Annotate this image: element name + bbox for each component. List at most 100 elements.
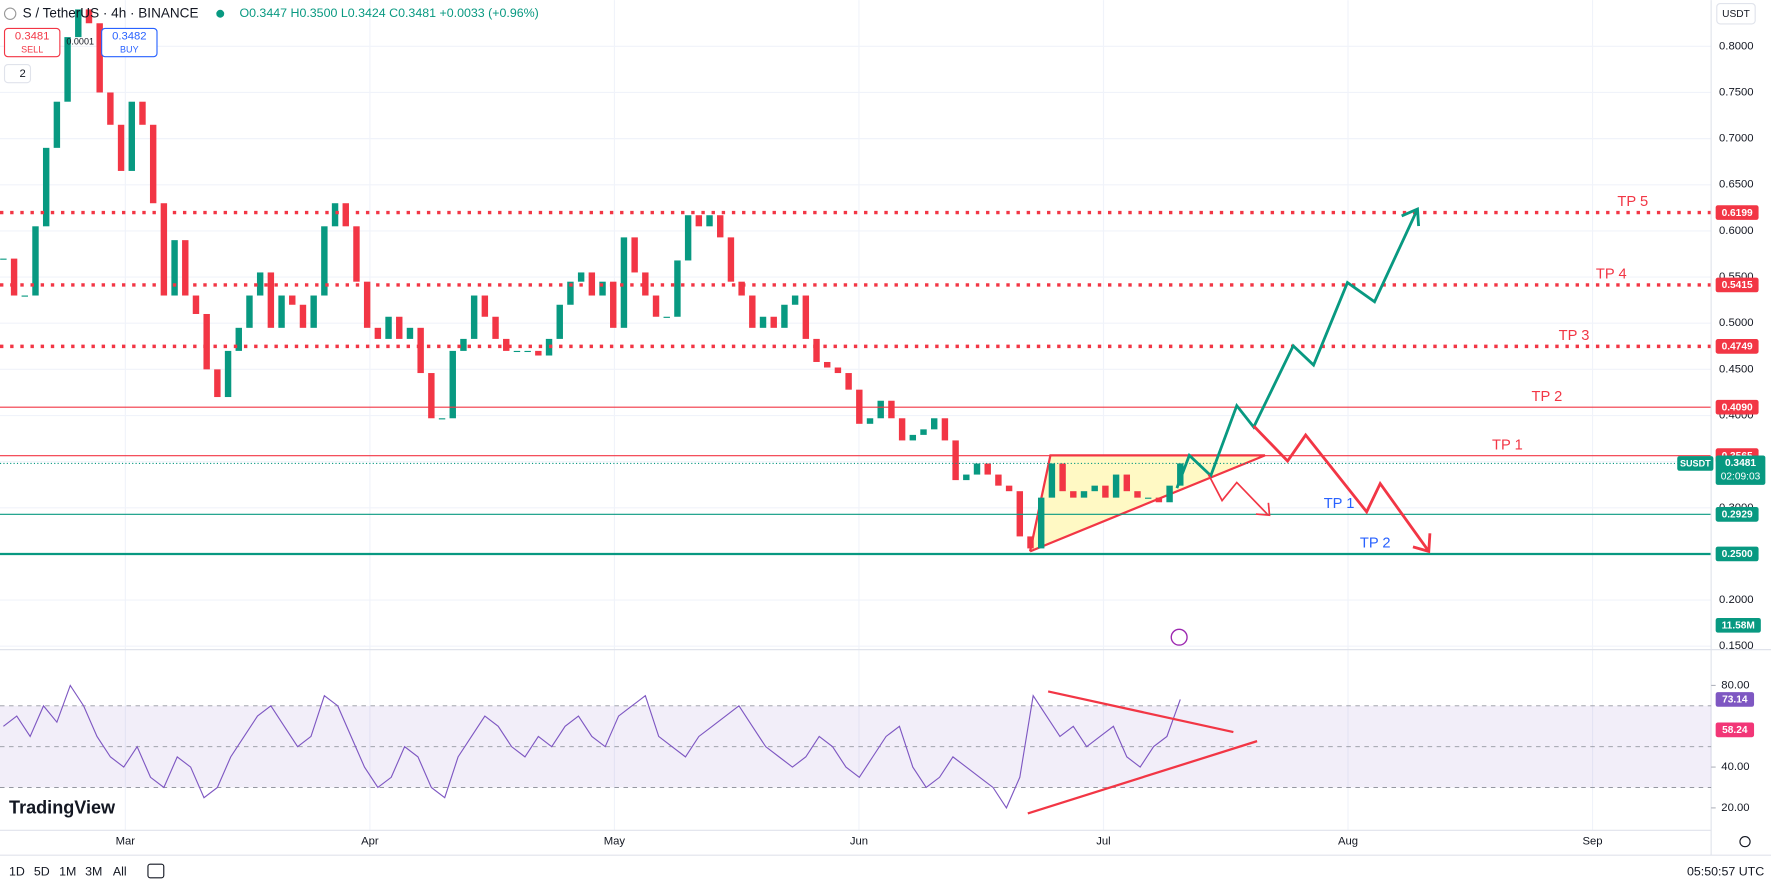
candle (203, 313, 210, 370)
rsi-tick-label: 40.00 (1721, 761, 1749, 773)
candle (278, 295, 285, 328)
candle (449, 350, 456, 419)
x-tick-label: Apr (361, 836, 379, 848)
candle (53, 101, 61, 148)
candle (1080, 491, 1088, 498)
y-tick-label: 0.6000 (1719, 225, 1754, 237)
buy-button[interactable] (101, 27, 158, 58)
candle (845, 373, 852, 390)
level-badge-label: 0.4090 (1722, 402, 1753, 413)
candle (1134, 491, 1141, 498)
level-name: TP 2 (1532, 389, 1563, 405)
candle (96, 23, 103, 93)
candle (363, 281, 371, 328)
range-button[interactable]: 3M (85, 864, 102, 878)
y-tick-label: 0.5000 (1719, 317, 1754, 329)
candle (353, 226, 360, 282)
x-tick-label: Aug (1338, 836, 1358, 848)
calendar-icon[interactable] (147, 863, 165, 879)
candle (1112, 474, 1120, 498)
candle (1102, 485, 1109, 498)
candle (963, 474, 970, 481)
candle (160, 203, 168, 296)
candle (214, 369, 221, 398)
symbol-badge (1677, 456, 1714, 471)
candle (791, 295, 799, 305)
candle (331, 203, 339, 227)
candle (139, 101, 146, 125)
currency-button[interactable] (1716, 3, 1756, 25)
candle (920, 429, 927, 435)
range-button[interactable]: 5D (34, 864, 50, 878)
candle (117, 124, 125, 171)
candle (727, 237, 735, 282)
settings-icon[interactable] (1739, 835, 1751, 848)
y-tick-label: 0.4500 (1719, 363, 1754, 375)
level-name: TP 3 (1559, 328, 1590, 344)
sell-button[interactable] (3, 27, 61, 58)
rsi-trendline (1027, 740, 1258, 815)
candle (759, 316, 767, 328)
bear-arrowhead (1412, 533, 1432, 554)
rsi-badge (1715, 692, 1755, 707)
candle (492, 316, 499, 339)
range-button[interactable]: 1D (9, 864, 25, 878)
level-badge-label: 0.4749 (1722, 342, 1753, 353)
x-tick-label: May (604, 836, 626, 848)
small-bear-path (1207, 474, 1268, 515)
rsi-tick-label: 80.00 (1721, 679, 1749, 691)
candle (460, 338, 467, 351)
candle (374, 327, 382, 339)
range-button[interactable]: All (113, 864, 127, 878)
candle (973, 463, 981, 475)
x-tick-label: Sep (1583, 836, 1603, 848)
candle (438, 418, 446, 420)
candle (674, 260, 681, 317)
axes: Mar Apr May Jun Jul Aug Sep 0.8000 0.7500 0.7000 0… (116, 40, 1766, 848)
candle (310, 295, 317, 328)
candle (1091, 485, 1098, 492)
x-tick-label: Jul (1096, 836, 1110, 848)
candle (1048, 463, 1056, 498)
candle (770, 316, 777, 328)
level-badge (1715, 399, 1759, 415)
candle (246, 295, 253, 328)
alert-icon[interactable] (1170, 628, 1188, 646)
indicators-toggle[interactable] (3, 64, 32, 84)
candle (42, 147, 50, 227)
candle (941, 418, 949, 441)
candle (599, 281, 606, 296)
candle (1070, 491, 1077, 498)
candle (631, 237, 638, 273)
candle (749, 295, 756, 328)
candle (1059, 463, 1066, 492)
footer: 1D 5D 1M 3M All (9, 864, 127, 878)
levels: TP 5 TP 4 TP 3 TP 2 TP 1 TP 1 TP 2 (0, 194, 1712, 556)
indicators-count: 2 (19, 68, 25, 80)
candle (224, 350, 232, 398)
buy-price: 0.3482 (112, 30, 147, 42)
y-tick-label: 0.6500 (1719, 179, 1754, 191)
level-badge-label: 0.2500 (1722, 549, 1753, 560)
logo: TradingView (9, 798, 116, 818)
rsi-trendline (1047, 690, 1234, 734)
candle (909, 434, 917, 441)
candle (417, 327, 424, 374)
candle (706, 215, 713, 227)
y-tick-label: 0.7500 (1719, 86, 1754, 98)
rsi-badge-label: 58.24 (1722, 725, 1748, 736)
last-price-label: 0.3481 (1725, 458, 1756, 469)
ohlc: O0.3447 H0.3500 L0.3424 C0.3481 +0.0033 … (239, 6, 538, 20)
level-badge-label: 0.6199 (1722, 208, 1753, 219)
candle (289, 295, 296, 305)
candle (567, 281, 574, 305)
range-button[interactable]: 1M (59, 864, 76, 878)
symbol: S / TetherUS · 4h · BINANCE (23, 5, 199, 20)
candle (866, 418, 874, 424)
clock: 05:50:57 UTC (1687, 864, 1764, 878)
rsi-badge-label: 73.14 (1722, 695, 1748, 706)
candle (802, 295, 810, 339)
candle (396, 316, 403, 339)
candle (834, 367, 842, 374)
candle (524, 350, 531, 353)
